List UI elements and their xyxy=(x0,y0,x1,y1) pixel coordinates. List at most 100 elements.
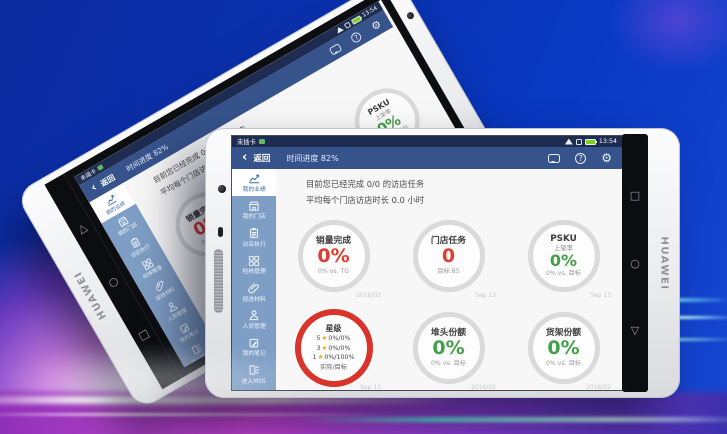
back-screen-holder: 未插卡 13:54 ‹ 返回 时间进度 82% ? ⚙ xyxy=(74,0,492,368)
summary-line2: 平均每个门店访店时长 0.0 小时 xyxy=(306,195,425,205)
nav-home-button[interactable]: ○ xyxy=(630,256,640,270)
star-icon: ★ xyxy=(321,343,328,352)
sidebar-item-inspection[interactable]: 检核管理 xyxy=(232,251,276,278)
back-chevron-icon[interactable]: ‹ xyxy=(88,180,100,195)
nav-back-button[interactable]: △ xyxy=(75,220,90,236)
gear-icon[interactable]: ⚙ xyxy=(368,17,384,34)
sidebar: 我的业绩 我的门店 访店执行 检核管理 xyxy=(89,182,224,368)
store-icon xyxy=(118,216,129,227)
screen: 未插卡 13:54 ‹ 返回 时间进度 82% ? ⚙ xyxy=(231,135,623,391)
wifi-icon xyxy=(564,138,573,145)
sidebar-item-notes[interactable]: 我的笔记 xyxy=(163,311,210,352)
sidebar-item-visit-execution[interactable]: 访店执行 xyxy=(114,225,161,266)
nav-home-button[interactable]: ○ xyxy=(105,273,121,290)
message-icon[interactable] xyxy=(328,42,343,56)
sidebar-item-notes[interactable]: 我的笔记 xyxy=(232,333,276,360)
message-icon[interactable] xyxy=(548,153,561,163)
kpi-ring: 门店任务 0 目标:85 xyxy=(412,220,485,292)
sidebar-item-personnel[interactable]: 人员管理 xyxy=(151,289,198,330)
sidebar-item-enter-mss[interactable]: 进入MSS xyxy=(176,332,223,367)
light-streak xyxy=(300,417,727,422)
doc-list-icon xyxy=(249,365,259,375)
nav-recents-button[interactable]: □ xyxy=(136,326,152,344)
star-row: 1★0%/100% xyxy=(312,352,355,361)
metric-store-tasks[interactable]: 门店任务 0 目标:85 Sep 13 xyxy=(391,210,506,302)
alarm-icon xyxy=(575,138,582,145)
doc-list-icon xyxy=(191,344,203,355)
sidebar-item-performance[interactable]: 我的业绩 xyxy=(89,182,136,224)
person-icon xyxy=(249,310,259,321)
sidebar: 我的业绩 我的门店 访店执行 检核管理 xyxy=(232,169,276,390)
kpi-ring: 销量完成 0% 0% vs. TG xyxy=(297,220,370,292)
kpi-date: Sep 13 xyxy=(590,292,611,299)
star-row: 3★0%/0% xyxy=(316,343,351,352)
paperclip-icon xyxy=(156,280,164,291)
light-streak xyxy=(0,396,460,404)
back-button[interactable]: 返回 xyxy=(99,173,117,189)
screen-glass: 未插卡 13:54 ‹ 返回 时间进度 82% ? ⚙ xyxy=(63,0,502,379)
grid-icon xyxy=(141,258,154,270)
kpi-date: Sep 13 xyxy=(360,384,381,390)
star-icon: ★ xyxy=(321,334,328,343)
battery-icon xyxy=(584,138,598,145)
note-pen-icon xyxy=(179,323,190,334)
sim-icon xyxy=(96,164,104,171)
star-row: 5★0%/0% xyxy=(316,334,351,343)
kpi-date: 2016/02 xyxy=(356,292,381,299)
app-screen: 未插卡 13:54 ‹ 返回 时间进度 82% ? ⚙ xyxy=(232,136,622,390)
sidebar-item-stores[interactable]: 我的门店 xyxy=(232,196,276,223)
clock: 13:54 xyxy=(598,138,617,145)
metric-sales-completion[interactable]: 销量完成 0% 0% vs. TG 2016/02 xyxy=(276,210,391,302)
front-tablet: 未插卡 13:54 ‹ 返回 时间进度 82% ? ⚙ xyxy=(205,128,680,398)
nav-back-button[interactable]: ▽ xyxy=(630,323,640,337)
kpi-date: Sep 13 xyxy=(475,292,496,299)
grid-icon xyxy=(248,255,260,266)
gear-icon[interactable]: ⚙ xyxy=(601,151,612,165)
light-streak xyxy=(587,0,727,90)
metric-star-rating[interactable]: 星级 5★0%/0% 3★0%/0% 1★0%/100% 实际/目标 Sep 1… xyxy=(276,302,391,390)
nav-recents-button[interactable]: □ xyxy=(629,189,641,203)
mic-hole xyxy=(218,227,223,237)
app-screen: 未插卡 13:54 ‹ 返回 时间进度 82% ? ⚙ xyxy=(74,1,492,368)
clipboard-icon xyxy=(250,228,258,239)
sidebar-item-stores[interactable]: 我的门店 xyxy=(102,204,149,245)
status-bar: 未插卡 13:54 xyxy=(232,136,622,147)
star-icon: ★ xyxy=(317,352,324,361)
android-nav-bar: □ ○ ▽ xyxy=(622,134,648,392)
sim-status-label: 未插卡 xyxy=(237,139,256,146)
kpi-date: 2016/02 xyxy=(471,384,496,390)
speaker-grille xyxy=(214,249,223,313)
sidebar-item-inspection[interactable]: 检核管理 xyxy=(126,247,173,288)
sidebar-item-materials[interactable]: 促进材料 xyxy=(232,279,276,306)
help-icon[interactable]: ? xyxy=(349,30,363,44)
paperclip-icon xyxy=(248,283,259,294)
chart-icon xyxy=(108,195,117,207)
kpi-ring: PSKU 上架率 0% 0% vs. 目标 xyxy=(527,220,600,292)
huawei-logo: HUAWEI xyxy=(658,235,670,291)
sidebar-item-personnel[interactable]: 人员管理 xyxy=(232,306,276,333)
sidebar-item-performance[interactable]: 我的业绩 xyxy=(232,169,276,197)
kpi-ring-alert: 星级 5★0%/0% 3★0%/0% 1★0%/100% 实际/目标 xyxy=(294,309,373,387)
light-streak xyxy=(0,413,390,416)
help-icon[interactable]: ? xyxy=(575,152,587,164)
store-icon xyxy=(249,201,259,211)
back-button[interactable]: 返回 xyxy=(253,154,271,164)
sim-icon xyxy=(258,139,265,144)
metric-psku[interactable]: PSKU 上架率 0% 0% vs. 目标 Sep 13 xyxy=(506,210,621,302)
dashboard: 目前您已经完成 0/0 的访店任务 平均每个门店访店时长 0.0 小时 销量完成… xyxy=(276,169,622,390)
metric-display-share[interactable]: 堆头份额 0% 0% vs. 目标 2016/02 xyxy=(391,302,506,390)
alarm-icon xyxy=(343,21,351,29)
kpi-ring: 货架份额 0% 0% vs. 目标 xyxy=(527,312,600,384)
sidebar-item-visit-execution[interactable]: 访店执行 xyxy=(232,224,276,251)
person-icon xyxy=(169,302,178,313)
time-progress-label: 时间进度 82% xyxy=(286,153,339,163)
back-chevron-icon[interactable]: ‹ xyxy=(242,149,248,165)
summary-line1: 目前您已经完成 0/0 的访店任务 xyxy=(306,179,425,189)
kpi-ring: 堆头份额 0% 0% vs. 目标 xyxy=(412,312,485,384)
kpi-grid: 销量完成 0% 0% vs. TG 2016/02 门店任务 0 xyxy=(276,210,622,390)
summary-text: 目前您已经完成 0/0 的访店任务 平均每个门店访店时长 0.0 小时 xyxy=(276,169,622,206)
sidebar-item-materials[interactable]: 促进材料 xyxy=(139,268,186,309)
sidebar-item-enter-mss[interactable]: 进入MSS xyxy=(232,361,276,388)
metric-shelf-share[interactable]: 货架份额 0% 0% vs. 目标 2016/02 xyxy=(506,302,621,390)
